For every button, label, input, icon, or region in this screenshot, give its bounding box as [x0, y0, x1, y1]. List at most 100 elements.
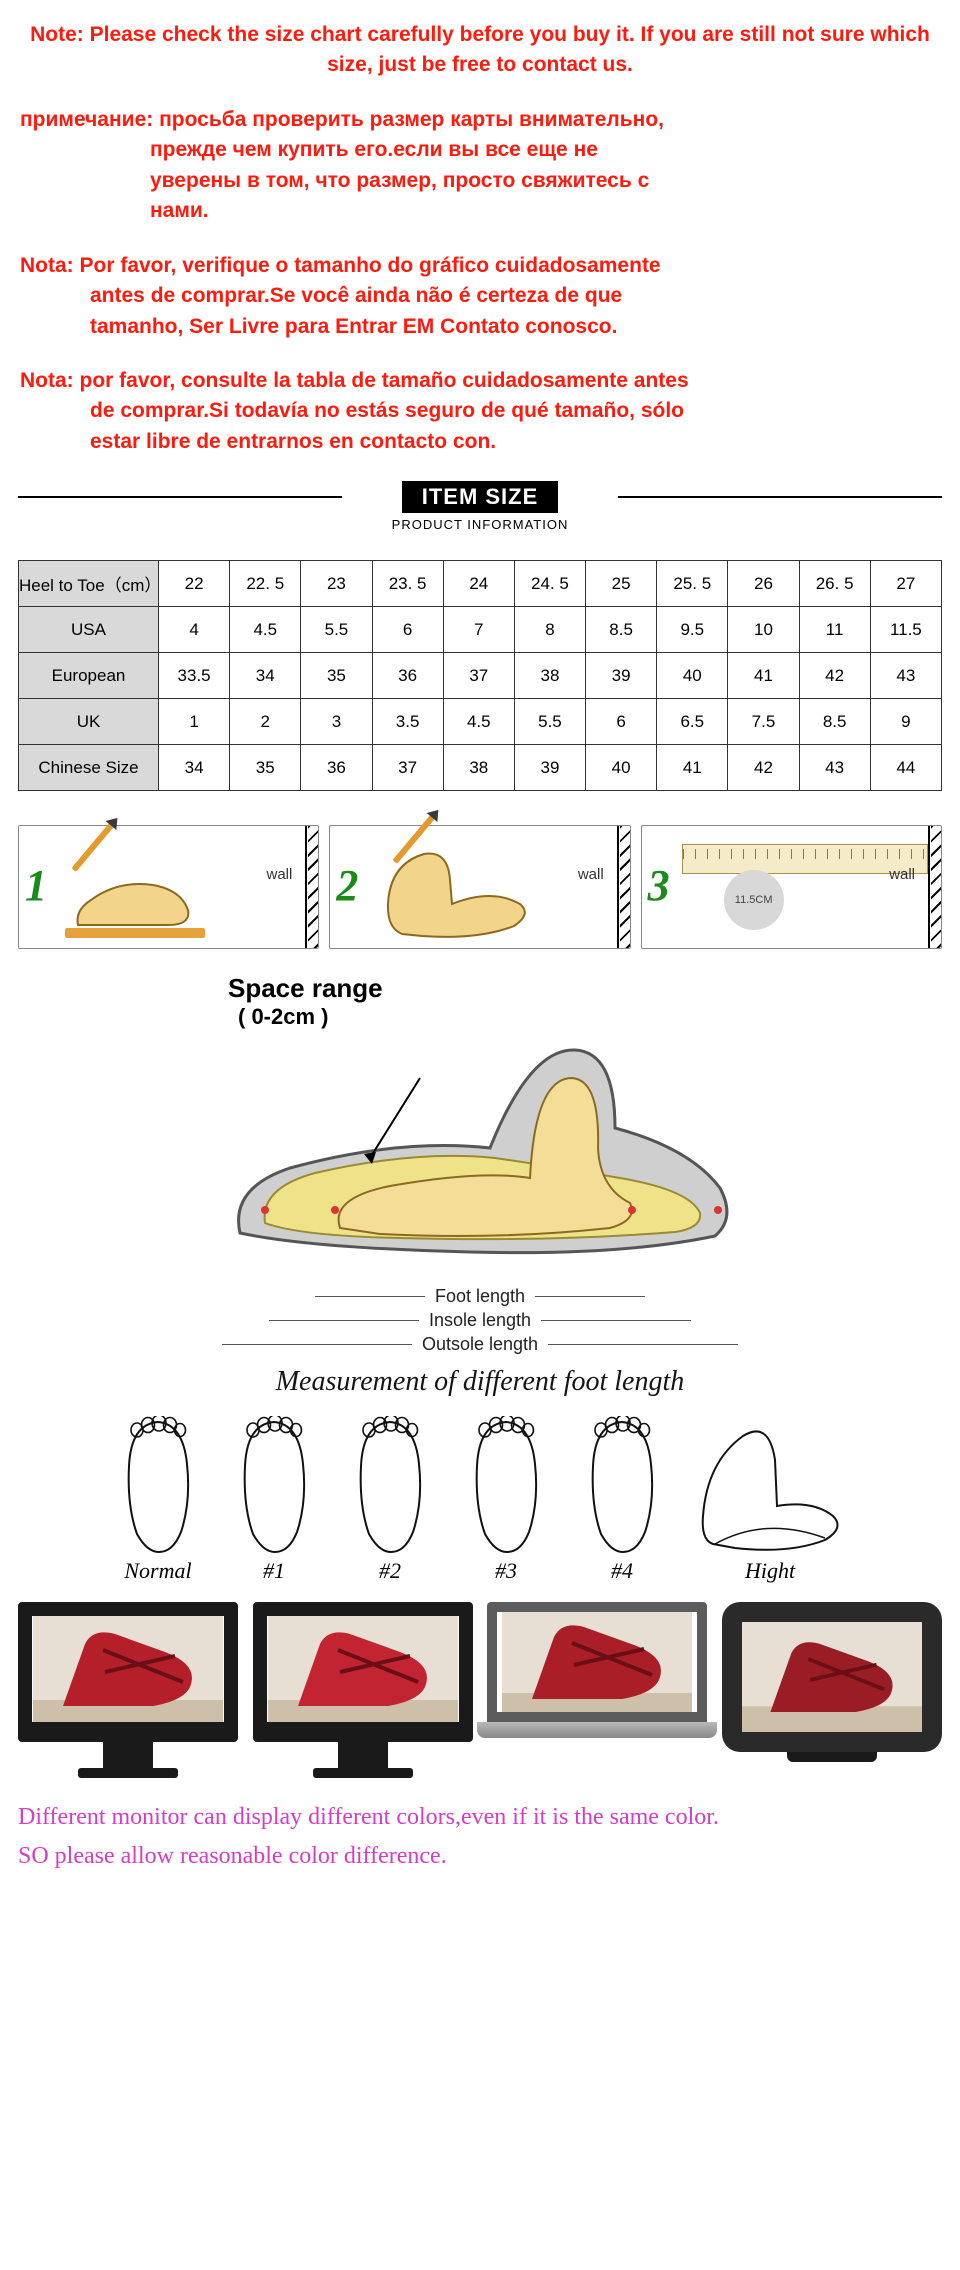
size-cell: 26	[728, 561, 799, 607]
step-2: 2 wall	[329, 825, 630, 949]
step-3: 3 11.5CM wall	[641, 825, 942, 949]
size-cell: 35	[301, 653, 372, 699]
table-row: Heel to Toe（cm）2222. 52323. 52424. 52525…	[19, 561, 942, 607]
size-cell: 43	[799, 745, 870, 791]
size-cell: 6.5	[657, 699, 728, 745]
row-label: USA	[19, 607, 159, 653]
size-cell: 6	[586, 699, 657, 745]
measurement-caption: Measurement of different foot length	[18, 1366, 942, 1398]
size-cell: 42	[799, 653, 870, 699]
table-row: UK1233.54.55.566.57.58.59	[19, 699, 942, 745]
size-cell: 41	[657, 745, 728, 791]
foot-types-row: Normal #1 #2 #3 #4 Hight	[18, 1416, 942, 1584]
foot-type-label: #1	[231, 1558, 317, 1584]
size-cell: 10	[728, 607, 799, 653]
size-cell: 37	[443, 653, 514, 699]
foot-type-item: Normal	[115, 1416, 201, 1584]
size-cell: 38	[514, 653, 585, 699]
foot-type-label: #4	[579, 1558, 665, 1584]
size-chart-table: Heel to Toe（cm）2222. 52323. 52424. 52525…	[18, 560, 942, 791]
size-cell: 43	[870, 653, 941, 699]
size-cell: 39	[514, 745, 585, 791]
size-cell: 11.5	[870, 607, 941, 653]
size-cell: 9.5	[657, 607, 728, 653]
note-portuguese: Nota: Por favor, verifique o tamanho do …	[18, 251, 942, 342]
size-cell: 27	[870, 561, 941, 607]
foot-type-label: Normal	[115, 1558, 201, 1584]
size-cell: 8.5	[586, 607, 657, 653]
size-cell: 22. 5	[230, 561, 301, 607]
size-cell: 9	[870, 699, 941, 745]
size-cell: 25. 5	[657, 561, 728, 607]
size-cell: 8	[514, 607, 585, 653]
monitor-item	[722, 1602, 942, 1778]
table-row: Chinese Size3435363738394041424344	[19, 745, 942, 791]
table-row: European33.534353637383940414243	[19, 653, 942, 699]
size-cell: 38	[443, 745, 514, 791]
pencil-icon	[71, 822, 114, 872]
foot-type-item: #2	[347, 1416, 433, 1584]
foot-type-item: #4	[579, 1416, 665, 1584]
size-cell: 8.5	[799, 699, 870, 745]
size-cell: 35	[230, 745, 301, 791]
size-cell: 24	[443, 561, 514, 607]
size-cell: 4	[159, 607, 230, 653]
measurement-circle: 11.5CM	[724, 870, 784, 930]
size-cell: 40	[586, 745, 657, 791]
note-spanish: Nota: por favor, consulte la tabla de ta…	[18, 366, 942, 457]
foot-type-label: #2	[347, 1558, 433, 1584]
space-range-value: ( 0-2cm )	[18, 1004, 942, 1030]
size-cell: 24. 5	[514, 561, 585, 607]
row-label: European	[19, 653, 159, 699]
row-label: Chinese Size	[19, 745, 159, 791]
size-cell: 11	[799, 607, 870, 653]
foot-outline-icon	[382, 844, 532, 940]
foot-type-label: Hight	[695, 1558, 845, 1584]
size-cell: 3	[301, 699, 372, 745]
foot-icon	[73, 870, 193, 930]
row-label: UK	[19, 699, 159, 745]
section-divider: ITEM SIZE PRODUCT INFORMATION	[18, 481, 942, 532]
size-cell: 1	[159, 699, 230, 745]
size-cell: 4.5	[443, 699, 514, 745]
row-label: Heel to Toe（cm）	[19, 561, 159, 607]
foot-type-label: #3	[463, 1558, 549, 1584]
size-cell: 26. 5	[799, 561, 870, 607]
size-cell: 33.5	[159, 653, 230, 699]
divider-title: ITEM SIZE	[402, 481, 559, 513]
size-cell: 42	[728, 745, 799, 791]
size-cell: 6	[372, 607, 443, 653]
table-row: USA44.55.56788.59.5101111.5	[19, 607, 942, 653]
size-cell: 44	[870, 745, 941, 791]
size-cell: 23. 5	[372, 561, 443, 607]
size-cell: 7	[443, 607, 514, 653]
size-cell: 41	[728, 653, 799, 699]
size-cell: 5.5	[301, 607, 372, 653]
size-cell: 3.5	[372, 699, 443, 745]
size-cell: 7.5	[728, 699, 799, 745]
size-cell: 4.5	[230, 607, 301, 653]
size-cell: 34	[230, 653, 301, 699]
step-1: 1 wall	[18, 825, 319, 949]
monitor-item	[487, 1602, 707, 1778]
size-cell: 39	[586, 653, 657, 699]
foot-type-item: #3	[463, 1416, 549, 1584]
size-cell: 2	[230, 699, 301, 745]
monitor-item	[18, 1602, 238, 1778]
space-range-title: Space range	[18, 973, 942, 1004]
foot-type-item: Hight	[695, 1416, 845, 1584]
monitor-item	[253, 1602, 473, 1778]
notes-block: Note: Please check the size chart carefu…	[18, 20, 942, 457]
shoe-cross-section-icon	[220, 1038, 740, 1288]
shoe-diagram-section: Space range ( 0-2cm ) Foot length Insole…	[18, 973, 942, 1398]
size-cell: 5.5	[514, 699, 585, 745]
size-cell: 36	[372, 653, 443, 699]
size-cell: 37	[372, 745, 443, 791]
monitors-row	[18, 1602, 942, 1778]
measurement-steps: 1 wall 2 wall 3 11.5CM wall	[18, 825, 942, 949]
note-english: Note: Please check the size chart carefu…	[18, 20, 942, 81]
size-cell: 23	[301, 561, 372, 607]
size-cell: 40	[657, 653, 728, 699]
color-disclaimer: Different monitor can display different …	[18, 1798, 942, 1875]
size-cell: 36	[301, 745, 372, 791]
